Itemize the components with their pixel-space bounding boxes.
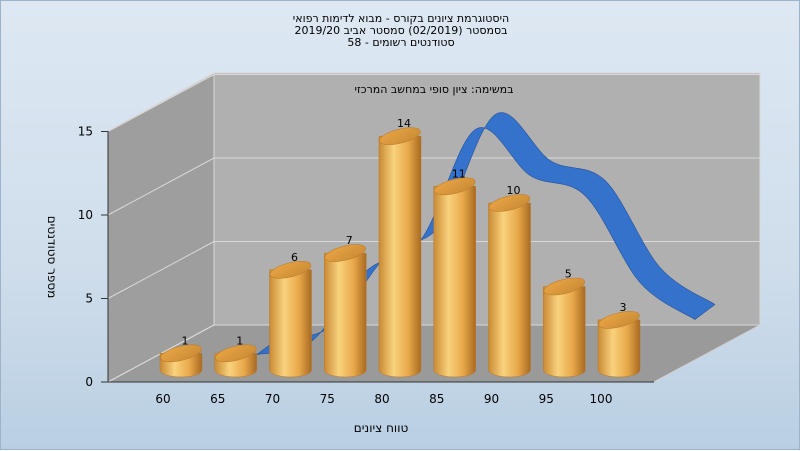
- bar: [159, 344, 203, 378]
- bar-body: [488, 202, 531, 378]
- gridlines: [107, 74, 760, 383]
- bar-top: [434, 177, 476, 196]
- y-axis-title: מספר סטודנטים: [45, 216, 59, 299]
- bar-top: [160, 344, 202, 363]
- bar: [214, 344, 257, 378]
- x-tick-label: 65: [210, 392, 225, 406]
- bar-body: [378, 135, 422, 378]
- gridline: [107, 74, 215, 132]
- bar-top: [269, 261, 312, 279]
- bar-top: [215, 344, 257, 363]
- bar-value-label: 14: [397, 117, 411, 130]
- bar: [324, 244, 367, 378]
- chart-subtitle-enrolled: סטודנטים רשומים - 58: [347, 36, 455, 49]
- bar-body: [433, 186, 476, 378]
- chart-title: היסטוגרמת ציונים בקורס - מבוא לדימות רפו…: [292, 12, 510, 25]
- bar-top: [598, 311, 640, 329]
- gridline: [107, 157, 215, 216]
- bar-value-label: 3: [620, 301, 627, 314]
- bar: [378, 127, 422, 378]
- bar-body: [324, 252, 367, 378]
- bar-top: [543, 277, 585, 296]
- bar-top: [324, 244, 366, 262]
- bar-value-label: 1: [236, 334, 243, 347]
- x-tick-label: 80: [374, 392, 389, 406]
- x-tick-label: 90: [484, 392, 499, 406]
- bar-body: [543, 286, 586, 378]
- bar-value-label: 6: [291, 251, 298, 264]
- bar: [488, 194, 531, 378]
- y-tick-label: 0: [85, 375, 93, 389]
- x-tick-label: 100: [590, 392, 613, 406]
- y-tick-label: 5: [85, 292, 93, 306]
- x-axis-title: טווח ציונים: [354, 421, 409, 435]
- bar-body: [269, 269, 312, 378]
- bar: [597, 311, 641, 378]
- bar-value-label: 1: [182, 334, 189, 347]
- bar: [543, 277, 586, 378]
- x-tick-label: 75: [320, 392, 335, 406]
- x-tick-label: 95: [539, 392, 554, 406]
- bar: [433, 177, 476, 378]
- bar-value-label: 11: [452, 167, 466, 180]
- bar-value-label: 5: [565, 268, 572, 281]
- x-tick-label: 70: [265, 392, 280, 406]
- bar-value-label: 7: [346, 234, 353, 247]
- x-tick-label: 60: [155, 392, 170, 406]
- gridline: [107, 241, 215, 299]
- bar-top: [379, 127, 421, 145]
- chart-task-subtitle: במשימה: ציון סופי במחשב המרכזי: [354, 83, 513, 96]
- bar-value-label: 10: [507, 184, 521, 197]
- chart-subtitle-semester: בסמסטר (02/2019) סמסטר אביב 2019/20: [294, 24, 508, 37]
- bar: [269, 261, 312, 378]
- y-tick-label: 10: [78, 208, 93, 222]
- x-tick-label: 85: [429, 392, 444, 406]
- y-tick-label: 15: [78, 125, 93, 139]
- bar-body: [597, 319, 641, 378]
- bar-top: [488, 194, 531, 212]
- bars: [159, 127, 641, 378]
